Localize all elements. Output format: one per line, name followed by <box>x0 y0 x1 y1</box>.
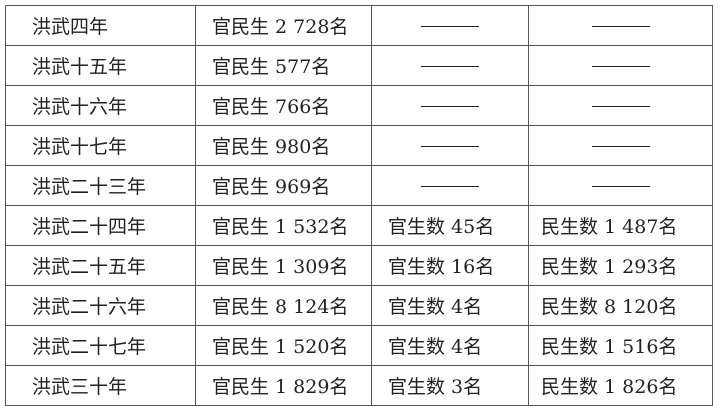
table-row: 洪武二十六年 官民生 8 124名 官生数 4名 民生数 8 120名 <box>5 285 713 326</box>
official-students-cell-text: 官生数 4名 <box>388 296 483 318</box>
official-students-cell: —— <box>371 85 529 126</box>
table-row: 洪武十五年 官民生 577名 —— —— <box>5 45 713 86</box>
official-students-cell: —— <box>371 165 529 206</box>
dash-mark: —— <box>591 106 650 107</box>
official-students-cell-text: 官生数 16名 <box>388 256 495 278</box>
official-students-cell: —— <box>371 45 529 86</box>
total-students-cell: 官民生 1 309名 <box>195 245 372 286</box>
year-cell-text: 洪武二十五年 <box>32 256 147 278</box>
official-students-cell-text: 官生数 4名 <box>388 336 483 358</box>
year-cell: 洪武三十年 <box>5 365 196 406</box>
civil-students-cell: —— <box>528 85 713 126</box>
official-students-cell: 官生数 3名 <box>371 365 529 406</box>
total-students-cell: 官民生 577名 <box>195 45 372 86</box>
civil-students-cell-text: 民生数 1 293名 <box>541 256 678 278</box>
civil-students-cell-text: 民生数 8 120名 <box>541 296 678 318</box>
civil-students-cell: —— <box>528 5 713 46</box>
civil-students-cell: —— <box>528 125 713 166</box>
official-students-cell-text: 官生数 3名 <box>388 376 483 398</box>
dash-mark: —— <box>421 26 479 27</box>
civil-students-cell: —— <box>528 165 713 206</box>
year-cell-text: 洪武二十四年 <box>32 216 147 238</box>
official-students-cell: 官生数 4名 <box>371 325 529 366</box>
total-students-cell-text: 官民生 1 829名 <box>212 376 349 398</box>
official-students-cell: 官生数 45名 <box>371 205 529 246</box>
year-cell: 洪武十七年 <box>5 125 196 166</box>
table-row: 洪武三十年 官民生 1 829名 官生数 3名 民生数 1 826名 <box>5 365 713 406</box>
table-row: 洪武二十三年 官民生 969名 —— —— <box>5 165 713 206</box>
civil-students-cell: 民生数 8 120名 <box>528 285 713 326</box>
total-students-cell-text: 官民生 2 728名 <box>212 16 349 38</box>
table-row: 洪武二十五年 官民生 1 309名 官生数 16名 民生数 1 293名 <box>5 245 713 286</box>
civil-students-cell: 民生数 1 516名 <box>528 325 713 366</box>
year-cell-text: 洪武二十七年 <box>32 336 147 358</box>
dash-mark: —— <box>421 66 479 67</box>
dash-mark: —— <box>591 186 650 187</box>
year-cell-text: 洪武十六年 <box>32 96 128 118</box>
year-cell: 洪武二十六年 <box>5 285 196 326</box>
total-students-cell: 官民生 1 532名 <box>195 205 372 246</box>
official-students-cell: 官生数 16名 <box>371 245 529 286</box>
year-cell-text: 洪武三十年 <box>32 376 128 398</box>
total-students-cell: 官民生 969名 <box>195 165 372 206</box>
year-cell: 洪武二十七年 <box>5 325 196 366</box>
year-cell: 洪武十五年 <box>5 45 196 86</box>
dash-mark: —— <box>591 26 650 27</box>
total-students-cell: 官民生 2 728名 <box>195 5 372 46</box>
total-students-cell-text: 官民生 1 532名 <box>212 216 349 238</box>
total-students-cell-text: 官民生 766名 <box>212 96 331 118</box>
official-students-cell-text: 官生数 45名 <box>388 216 495 238</box>
year-cell: 洪武四年 <box>5 5 196 46</box>
year-cell-text: 洪武四年 <box>32 16 109 38</box>
year-cell: 洪武二十四年 <box>5 205 196 246</box>
table-row: 洪武十六年 官民生 766名 —— —— <box>5 85 713 126</box>
dash-mark: —— <box>421 106 479 107</box>
total-students-cell-text: 官民生 969名 <box>212 176 331 198</box>
table-row: 洪武四年 官民生 2 728名 —— —— <box>5 5 713 46</box>
civil-students-cell-text: 民生数 1 516名 <box>541 336 678 358</box>
year-cell-text: 洪武二十六年 <box>32 296 147 318</box>
table-row: 洪武二十四年 官民生 1 532名 官生数 45名 民生数 1 487名 <box>5 205 713 246</box>
dash-mark: —— <box>421 146 479 147</box>
official-students-cell: —— <box>371 5 529 46</box>
total-students-cell: 官民生 766名 <box>195 85 372 126</box>
civil-students-cell: 民生数 1 826名 <box>528 365 713 406</box>
total-students-cell-text: 官民生 577名 <box>212 56 331 78</box>
year-cell: 洪武十六年 <box>5 85 196 126</box>
official-students-cell: 官生数 4名 <box>371 285 529 326</box>
civil-students-cell: 民生数 1 293名 <box>528 245 713 286</box>
total-students-cell-text: 官民生 980名 <box>212 136 331 158</box>
total-students-cell: 官民生 1 520名 <box>195 325 372 366</box>
total-students-cell: 官民生 8 124名 <box>195 285 372 326</box>
total-students-cell-text: 官民生 8 124名 <box>212 296 349 318</box>
dash-mark: —— <box>591 146 650 147</box>
civil-students-cell-text: 民生数 1 487名 <box>541 216 678 238</box>
dash-mark: —— <box>591 66 650 67</box>
year-cell-text: 洪武二十三年 <box>32 176 147 198</box>
total-students-cell-text: 官民生 1 309名 <box>212 256 349 278</box>
civil-students-cell: —— <box>528 45 713 86</box>
total-students-cell: 官民生 1 829名 <box>195 365 372 406</box>
dash-mark: —— <box>421 186 479 187</box>
civil-students-cell-text: 民生数 1 826名 <box>541 376 678 398</box>
year-cell-text: 洪武十七年 <box>32 136 128 158</box>
year-cell-text: 洪武十五年 <box>32 56 128 78</box>
total-students-cell-text: 官民生 1 520名 <box>212 336 349 358</box>
official-students-cell: —— <box>371 125 529 166</box>
year-cell: 洪武二十五年 <box>5 245 196 286</box>
table-row: 洪武二十七年 官民生 1 520名 官生数 4名 民生数 1 516名 <box>5 325 713 366</box>
table-row: 洪武十七年 官民生 980名 —— —— <box>5 125 713 166</box>
year-cell: 洪武二十三年 <box>5 165 196 206</box>
total-students-cell: 官民生 980名 <box>195 125 372 166</box>
civil-students-cell: 民生数 1 487名 <box>528 205 713 246</box>
